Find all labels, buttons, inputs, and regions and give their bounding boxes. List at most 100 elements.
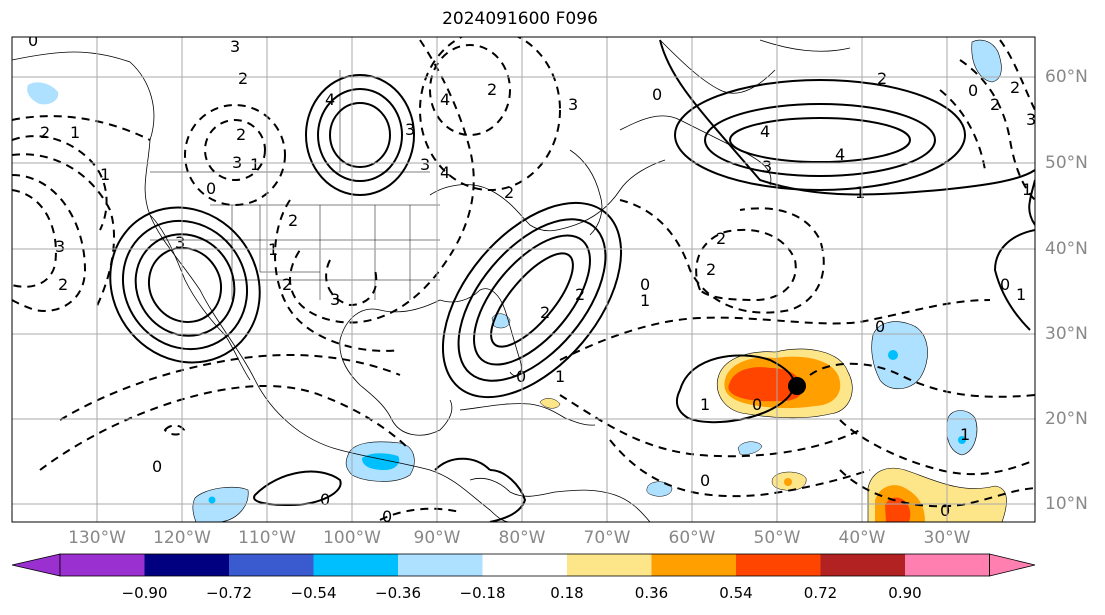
svg-text:0: 0: [640, 275, 650, 294]
svg-text:4: 4: [440, 163, 450, 182]
colorbar-seg-9: [736, 554, 821, 576]
svg-text:0: 0: [875, 317, 885, 336]
lon-label: 60°W: [668, 528, 716, 548]
svg-text:2: 2: [877, 69, 887, 88]
lat-label: 40°N: [1045, 239, 1088, 259]
svg-text:3: 3: [420, 155, 430, 174]
svg-text:2: 2: [504, 183, 514, 202]
svg-text:2: 2: [40, 123, 50, 142]
svg-text:1: 1: [700, 395, 710, 414]
contour-high-west-2: [134, 233, 236, 337]
lat-label: 10°N: [1045, 494, 1088, 514]
lon-label: 120°W: [153, 528, 211, 548]
colorbar-tick: 0.36: [634, 584, 669, 602]
lat-label: 60°N: [1045, 67, 1088, 87]
svg-text:4: 4: [835, 145, 845, 164]
svg-text:3: 3: [568, 95, 578, 114]
cool-anomaly-east: [946, 410, 978, 456]
contour-high-east-2: [473, 234, 591, 366]
lon-label: 130°W: [68, 528, 126, 548]
svg-text:3: 3: [175, 233, 185, 252]
colorbar-seg-7: [567, 554, 652, 576]
svg-text:4: 4: [325, 90, 335, 109]
svg-text:1: 1: [555, 367, 565, 386]
contour-high-east-1: [490, 252, 574, 348]
colorbar-seg-2: [144, 554, 229, 576]
svg-text:0: 0: [940, 501, 950, 520]
svg-text:2: 2: [236, 125, 246, 144]
contour-storm: [675, 354, 795, 424]
colorbar-seg-1: [60, 554, 145, 576]
svg-text:0: 0: [652, 85, 662, 104]
contour-high-west-1: [147, 246, 223, 324]
lat-label: 30°N: [1045, 324, 1088, 344]
svg-text:4: 4: [760, 122, 770, 141]
svg-text:0: 0: [968, 81, 978, 100]
lon-label: 40°W: [838, 528, 886, 548]
graticule: [12, 37, 1035, 522]
lat-label: 20°N: [1045, 409, 1088, 429]
colorbar-seg-8: [651, 554, 736, 576]
colorbar-seg-5: [398, 554, 483, 576]
colorbar-tick: −0.90: [121, 584, 168, 602]
colorbar-high-arrow: [989, 553, 1036, 577]
svg-text:1: 1: [855, 183, 865, 202]
svg-text:4: 4: [440, 90, 450, 109]
contour-high-west-4: [109, 206, 261, 364]
svg-text:2: 2: [282, 275, 292, 294]
svg-text:2: 2: [716, 229, 726, 248]
colorbar-low-arrow: [11, 553, 61, 577]
svg-text:0: 0: [28, 31, 38, 50]
colorbar-tick: −0.54: [290, 584, 337, 602]
svg-text:1: 1: [1016, 285, 1026, 304]
colorbar-seg-6: [482, 554, 567, 576]
contour-label-group: 0 32 2 11 323 234 342 323 012 321 220 101 …: [28, 31, 1036, 526]
colorbar-tick: −0.72: [206, 584, 252, 602]
contour-high-natl-2: [704, 103, 936, 177]
contour-lines: [109, 39, 1035, 522]
svg-text:2: 2: [487, 80, 497, 99]
colorbar-tick: −0.36: [375, 584, 421, 602]
colorbar-tick: 0.72: [803, 584, 838, 602]
contour-high-natl-3: [674, 79, 966, 191]
colorbar-seg-11: [905, 554, 990, 576]
contour-high-central-1: [329, 102, 391, 168]
svg-text:0: 0: [320, 490, 330, 509]
shaded-anomalies: [27, 39, 1007, 522]
svg-text:0: 0: [152, 457, 162, 476]
svg-text:2: 2: [575, 285, 585, 304]
svg-text:0: 0: [382, 507, 392, 526]
lat-label: 50°N: [1045, 153, 1088, 173]
contour-high-natl-1: [729, 117, 911, 163]
svg-text:3: 3: [55, 237, 65, 256]
colorbar-tick: −0.18: [459, 584, 506, 602]
lon-label: 90°W: [413, 528, 461, 548]
svg-text:3: 3: [762, 157, 772, 176]
colorbar-seg-10: [820, 554, 905, 576]
contour-high-east-4: [441, 201, 623, 399]
colorbar-seg-4: [313, 554, 398, 576]
svg-text:1: 1: [640, 291, 650, 310]
svg-text:2: 2: [58, 275, 68, 294]
svg-text:3: 3: [405, 120, 415, 139]
svg-text:1: 1: [250, 155, 260, 174]
svg-text:0: 0: [700, 471, 710, 490]
svg-text:0: 0: [1000, 275, 1010, 294]
colorbar: [11, 553, 1036, 577]
cool-anomaly-alaska: [27, 82, 59, 105]
svg-text:3: 3: [1026, 110, 1036, 129]
cool-anomaly-pacific: [192, 486, 249, 522]
svg-text:2: 2: [238, 69, 248, 88]
lon-label: 30°W: [923, 528, 971, 548]
colorbar-seg-3: [229, 554, 314, 576]
dashed-contours: [12, 37, 1035, 521]
lon-label: 50°W: [753, 528, 801, 548]
contour-high-central-3: [305, 74, 415, 196]
svg-text:0: 0: [206, 179, 216, 198]
svg-text:0: 0: [752, 395, 762, 414]
contour-high-west-3: [121, 219, 249, 351]
svg-text:2: 2: [990, 95, 1000, 114]
cool-anomaly-atlantic: [871, 321, 928, 390]
cool-anomaly-north: [971, 39, 1002, 83]
